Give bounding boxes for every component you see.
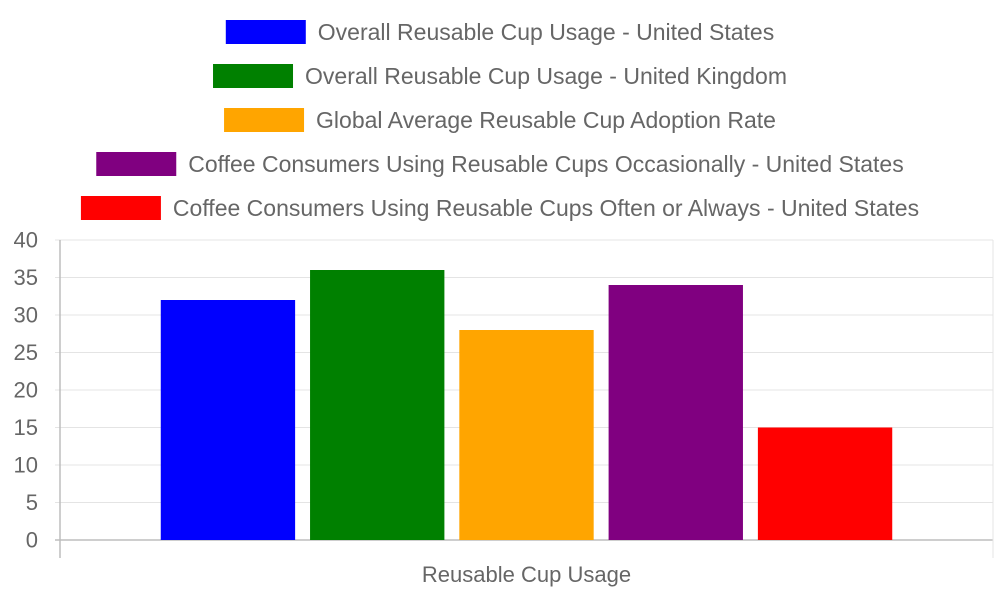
bars [160,270,893,541]
y-tick-label: 30 [14,303,38,328]
legend-item[interactable]: Overall Reusable Cup Usage - United Stat… [225,19,774,45]
legend: Overall Reusable Cup Usage - United Stat… [80,19,919,221]
y-tick-label: 25 [14,340,38,365]
legend-item[interactable]: Coffee Consumers Using Reusable Cups Oft… [80,195,919,221]
y-tick-label: 0 [26,528,38,553]
bar[interactable] [160,300,296,540]
bar[interactable] [459,330,594,540]
y-tick-label: 40 [14,228,38,253]
bar[interactable] [608,285,743,540]
legend-swatch [224,108,305,132]
legend-swatch [96,152,177,176]
legend-item[interactable]: Coffee Consumers Using Reusable Cups Occ… [96,151,904,177]
legend-label: Overall Reusable Cup Usage - United King… [305,63,787,89]
bar[interactable] [310,270,445,540]
legend-label: Coffee Consumers Using Reusable Cups Oft… [173,195,919,221]
y-tick-label: 5 [26,490,38,515]
legend-item[interactable]: Global Average Reusable Cup Adoption Rat… [224,107,776,133]
x-axis-title: Reusable Cup Usage [422,562,631,587]
legend-label: Overall Reusable Cup Usage - United Stat… [318,19,774,45]
legend-swatch [213,64,294,88]
bar[interactable] [757,427,893,541]
y-tick-label: 10 [14,453,38,478]
legend-swatch [80,196,161,220]
y-tick-label: 35 [14,265,38,290]
y-tick-label: 20 [14,378,38,403]
legend-label: Global Average Reusable Cup Adoption Rat… [316,107,776,133]
legend-item[interactable]: Overall Reusable Cup Usage - United King… [213,63,787,89]
legend-label: Coffee Consumers Using Reusable Cups Occ… [188,151,903,177]
legend-swatch [225,20,306,44]
y-tick-labels: 0 5 10 15 20 25 30 35 40 [14,228,38,553]
y-tick-label: 15 [14,415,38,440]
